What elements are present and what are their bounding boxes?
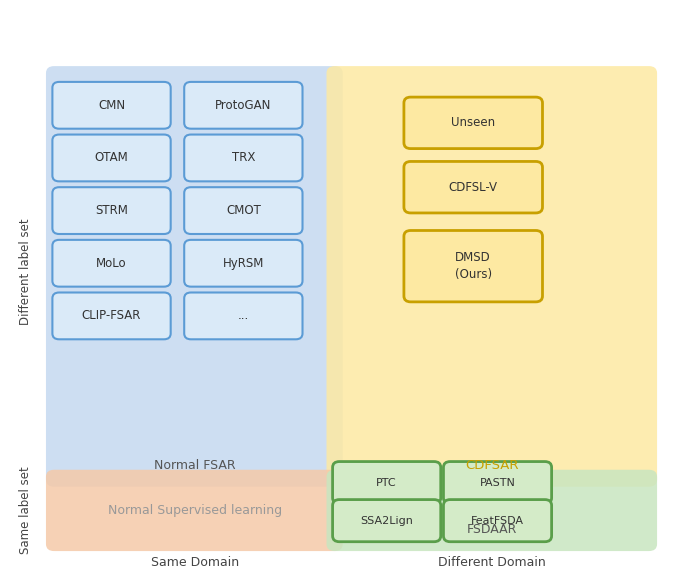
Text: STRM: STRM: [95, 204, 128, 217]
Text: CDFSAR: CDFSAR: [465, 459, 519, 472]
Text: Same Domain: Same Domain: [151, 556, 239, 569]
Text: Unseen: Unseen: [451, 116, 496, 129]
FancyBboxPatch shape: [53, 292, 170, 339]
Text: FeatFSDA: FeatFSDA: [471, 515, 524, 526]
Text: DMSD
(Ours): DMSD (Ours): [455, 251, 491, 281]
Text: CMOT: CMOT: [226, 204, 261, 217]
Text: Normal Supervised learning: Normal Supervised learning: [107, 504, 282, 517]
FancyBboxPatch shape: [404, 97, 542, 149]
Text: CMN: CMN: [98, 99, 125, 112]
Text: Different label set: Different label set: [19, 219, 32, 325]
Text: OTAM: OTAM: [95, 152, 128, 164]
Text: TRX: TRX: [232, 152, 255, 164]
FancyBboxPatch shape: [184, 292, 302, 339]
FancyBboxPatch shape: [46, 470, 343, 551]
FancyBboxPatch shape: [443, 500, 552, 542]
FancyBboxPatch shape: [327, 470, 657, 551]
Text: Same label set: Same label set: [19, 466, 32, 554]
Text: MoLo: MoLo: [96, 257, 127, 270]
Text: PTC: PTC: [377, 477, 397, 488]
Text: SSA2Lign: SSA2Lign: [360, 515, 413, 526]
FancyBboxPatch shape: [184, 187, 302, 234]
FancyBboxPatch shape: [184, 240, 302, 287]
Text: CDFSL-V: CDFSL-V: [449, 181, 498, 194]
FancyBboxPatch shape: [184, 135, 302, 181]
FancyBboxPatch shape: [46, 66, 343, 487]
Text: Normal FSAR: Normal FSAR: [154, 459, 235, 472]
Text: Different Domain: Different Domain: [438, 556, 546, 569]
FancyBboxPatch shape: [184, 82, 302, 129]
FancyBboxPatch shape: [53, 240, 170, 287]
FancyBboxPatch shape: [53, 187, 170, 234]
Text: ...: ...: [238, 309, 249, 322]
FancyBboxPatch shape: [53, 135, 170, 181]
Text: PASTN: PASTN: [479, 477, 516, 488]
FancyBboxPatch shape: [333, 462, 441, 504]
FancyBboxPatch shape: [333, 500, 441, 542]
Text: ProtoGAN: ProtoGAN: [215, 99, 272, 112]
FancyBboxPatch shape: [327, 66, 657, 487]
Text: HyRSM: HyRSM: [222, 257, 264, 270]
FancyBboxPatch shape: [53, 82, 170, 129]
FancyBboxPatch shape: [443, 462, 552, 504]
FancyBboxPatch shape: [404, 161, 542, 213]
Text: CLIP-FSAR: CLIP-FSAR: [82, 309, 141, 322]
FancyBboxPatch shape: [404, 230, 542, 302]
Text: FSDAAR: FSDAAR: [467, 523, 517, 536]
